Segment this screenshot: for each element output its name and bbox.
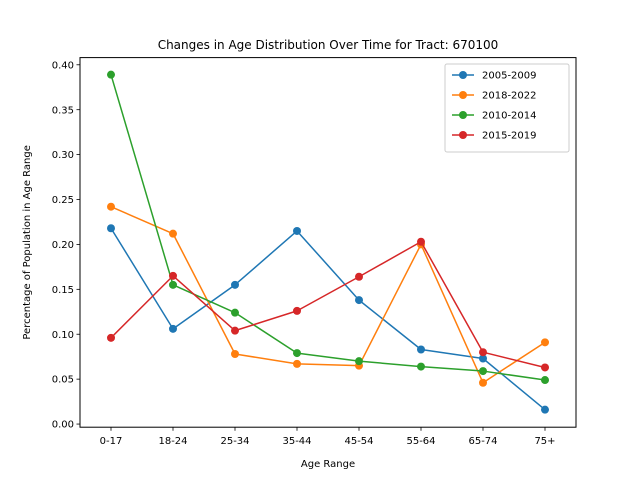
x-tick-label: 35-44 — [282, 436, 311, 447]
x-tick-label: 65-74 — [468, 436, 497, 447]
y-tick-label: 0.40 — [52, 60, 74, 71]
legend-label: 2005-2009 — [482, 71, 537, 82]
x-axis-ticks: 0-17 18-24 25-34 35-44 45-54 55-64 65-74 75+ — [100, 427, 556, 447]
y-tick-label: 0.05 — [52, 375, 74, 386]
chart-title: Changes in Age Distribution Over Time fo… — [158, 38, 499, 52]
series-line — [110, 227, 546, 411]
data-point — [417, 345, 425, 354]
x-tick-label: 0-17 — [100, 436, 123, 447]
data-point — [541, 363, 549, 372]
data-point — [169, 271, 177, 280]
y-tick-label: 0.15 — [52, 285, 74, 296]
x-tick-label: 25-34 — [220, 436, 249, 447]
legend: 2005-2009 2018-2022 2010-2014 2015-2019 — [444, 63, 570, 153]
data-point — [231, 280, 239, 289]
data-point — [355, 357, 363, 366]
data-point — [107, 333, 115, 342]
data-point — [293, 349, 301, 358]
data-point — [169, 324, 177, 333]
y-tick-label: 0.35 — [52, 105, 74, 116]
y-axis-label: Percentage of Population in Age Range — [22, 145, 33, 339]
data-point — [541, 405, 549, 414]
data-point — [479, 348, 487, 357]
data-point — [231, 308, 239, 317]
data-point — [293, 306, 301, 315]
data-point — [541, 338, 549, 347]
y-tick-label: 0.20 — [52, 240, 74, 251]
plot-frame — [79, 57, 577, 428]
x-axis-label: Age Range — [301, 459, 355, 470]
x-tick-label: 18-24 — [158, 436, 187, 447]
y-tick-label: 0.25 — [52, 195, 74, 206]
x-tick-label: 45-54 — [344, 436, 373, 447]
data-point — [107, 224, 115, 233]
legend-marker — [459, 131, 467, 139]
data-point — [355, 296, 363, 305]
series-line — [110, 74, 546, 381]
series-layer — [107, 70, 549, 414]
legend-label: 2015-2019 — [482, 131, 537, 142]
data-point — [231, 326, 239, 335]
data-point — [169, 229, 177, 238]
data-point — [479, 378, 487, 387]
series-line — [110, 240, 546, 369]
y-tick-label: 0.00 — [52, 420, 74, 431]
data-point — [355, 272, 363, 281]
data-point — [417, 362, 425, 371]
data-point — [541, 376, 549, 385]
data-point — [479, 354, 487, 363]
series-line — [110, 206, 546, 384]
legend-label: 2010-2014 — [482, 111, 537, 122]
y-tick-label: 0.10 — [52, 330, 74, 341]
data-point — [169, 280, 177, 289]
legend-box — [444, 63, 570, 153]
x-tick-label: 55-64 — [406, 436, 435, 447]
data-point — [293, 226, 301, 235]
y-axis-ticks: 0.00 0.05 0.10 0.15 0.20 0.25 0.30 0.35 0.40 — [52, 60, 80, 431]
data-point — [479, 367, 487, 376]
legend-marker — [459, 111, 467, 119]
data-point — [107, 70, 115, 79]
x-tick-label: 75+ — [534, 436, 555, 447]
legend-marker — [459, 91, 467, 99]
data-point — [231, 349, 239, 358]
legend-label: 2018-2022 — [482, 91, 537, 102]
y-tick-label: 0.30 — [52, 150, 74, 161]
data-point — [293, 359, 301, 368]
data-point — [417, 237, 425, 246]
legend-marker — [459, 71, 467, 79]
data-point — [107, 202, 115, 211]
